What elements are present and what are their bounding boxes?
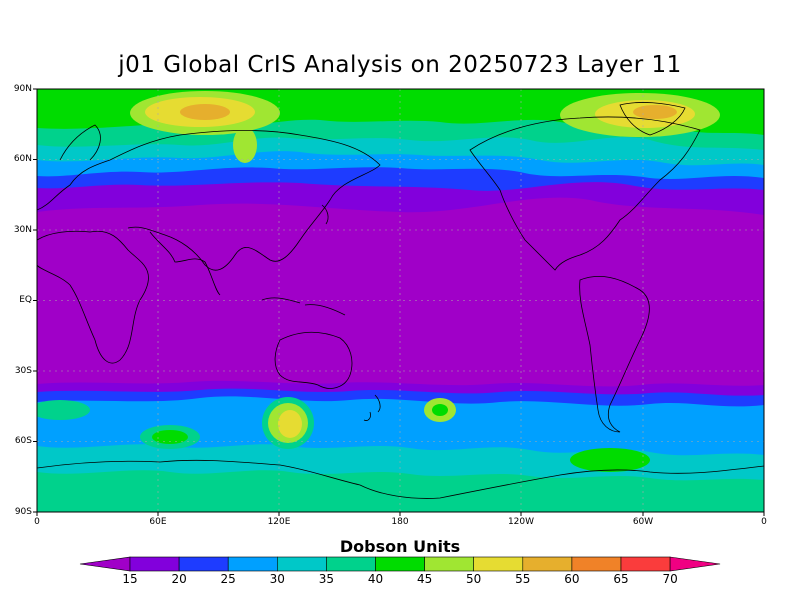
colorbar <box>79 556 721 572</box>
colorbar-tick-label: 55 <box>515 572 531 586</box>
patch-south-indian-core <box>152 430 188 444</box>
high-ozone-patch <box>233 127 257 163</box>
lon-label-0-right: 0 <box>761 517 767 527</box>
high-ozone-siberia-core <box>180 104 230 120</box>
colorbar-tick-label: 30 <box>269 572 285 586</box>
colorbar-swatch <box>522 556 573 572</box>
colorbar-swatch <box>473 556 524 572</box>
colorbar-tick-label: 45 <box>416 572 433 586</box>
colorbar-swatch <box>571 556 622 572</box>
patch-south-west <box>37 400 90 420</box>
colorbar-swatch <box>424 556 475 572</box>
lon-label-60e: 60E <box>149 517 167 527</box>
colorbar-title: Dobson Units <box>339 537 461 556</box>
graticule <box>37 89 764 512</box>
colorbar-swatch <box>375 556 425 572</box>
colorbar-swatch <box>620 556 671 572</box>
high-ozone-south-core <box>278 410 302 438</box>
colorbar-tick-label: 50 <box>466 572 482 586</box>
high-ozone-pacific-core <box>432 404 448 416</box>
lon-label-180: 180 <box>391 517 409 527</box>
colorbar-swatch <box>227 556 278 572</box>
lat-label-eq: EQ <box>19 295 32 305</box>
lat-label-60s: 60S <box>14 436 32 446</box>
high-ozone-canada-core <box>633 105 677 119</box>
lon-label-0-left: 0 <box>34 517 40 527</box>
colorbar-swatch <box>178 556 229 572</box>
colorbar-tick-label: 60 <box>564 572 580 586</box>
colorbar-swatch <box>326 556 376 572</box>
lon-label-120e: 120E <box>267 517 291 527</box>
lon-label-120w: 120W <box>507 517 535 527</box>
colorbar-tick-label: 25 <box>220 572 236 586</box>
axis-ticks <box>33 88 765 516</box>
lat-label-30s: 30S <box>14 366 32 376</box>
lat-label-60n: 60N <box>13 154 32 164</box>
colorbar-tick-label: 40 <box>367 572 384 586</box>
colorbar-swatch <box>129 556 180 572</box>
lat-label-90s: 90S <box>14 507 32 517</box>
band-40-45-south <box>37 470 764 512</box>
colorbar-swatch <box>276 556 327 572</box>
colorbar-tick-label: 15 <box>122 572 138 586</box>
lat-label-30n: 30N <box>13 225 32 235</box>
colorbar-tick-label: 35 <box>318 572 335 586</box>
colorbar-tick-label: 70 <box>662 572 678 586</box>
lon-label-60w: 60W <box>632 517 654 527</box>
ozone-field <box>37 89 764 512</box>
colorbar-tick-label: 65 <box>613 572 629 586</box>
colorbar-arrow-low <box>79 556 131 572</box>
map-title: j01 Global CrIS Analysis on 20250723 Lay… <box>118 52 682 78</box>
lat-label-90n: 90N <box>13 84 32 94</box>
colorbar-tick-label: 20 <box>171 572 187 586</box>
colorbar-arrow-high <box>669 556 721 572</box>
coastlines <box>37 102 764 499</box>
patch-south-atlantic <box>570 448 650 472</box>
